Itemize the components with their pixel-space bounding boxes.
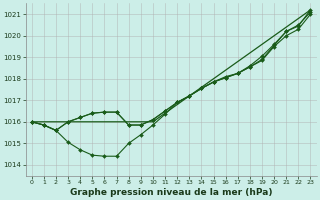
X-axis label: Graphe pression niveau de la mer (hPa): Graphe pression niveau de la mer (hPa) [70, 188, 272, 197]
